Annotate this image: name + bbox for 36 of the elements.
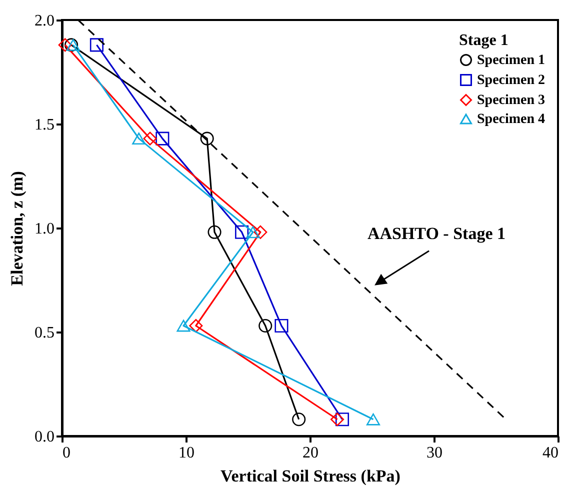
point (254, 225, 268, 239)
y-tick-label: 1.0 (34, 220, 54, 238)
point (176, 320, 190, 332)
legend-label: Specimen 2 (477, 73, 546, 88)
point (143, 132, 157, 146)
y-tick-label: 0.0 (34, 428, 54, 446)
point (156, 132, 170, 146)
point (208, 225, 222, 239)
x-tick-label: 40 (542, 444, 558, 462)
point (235, 225, 249, 239)
point (189, 318, 203, 333)
legend-label: Specimen 1 (477, 53, 546, 68)
point (330, 412, 344, 426)
x-tick-label: 0 (62, 444, 70, 462)
point (132, 132, 146, 145)
legend-label: Specimen 4 (477, 112, 546, 127)
x-tick-label: 20 (302, 444, 318, 462)
y-axis-title: Elevation, z (m) (8, 171, 26, 286)
y-tick-label: 0.5 (34, 324, 54, 342)
point (366, 413, 380, 426)
point (246, 226, 260, 238)
point (335, 412, 350, 426)
point (292, 412, 306, 426)
legend-label: Specimen 3 (477, 93, 546, 108)
x-tick-label: 30 (426, 444, 442, 462)
y-tick-label: 1.5 (34, 116, 54, 134)
point (58, 38, 72, 52)
point (258, 319, 272, 333)
annotation: AASHTO - Stage 1 (367, 224, 506, 244)
point (200, 132, 214, 146)
y-tick-label: 2.0 (34, 12, 54, 30)
legend-title: Stage 1 (459, 32, 508, 49)
point (90, 38, 104, 52)
x-axis-title: Vertical Soil Stress (kPa) (220, 466, 400, 486)
point (274, 318, 288, 333)
x-tick-label: 10 (178, 444, 194, 462)
